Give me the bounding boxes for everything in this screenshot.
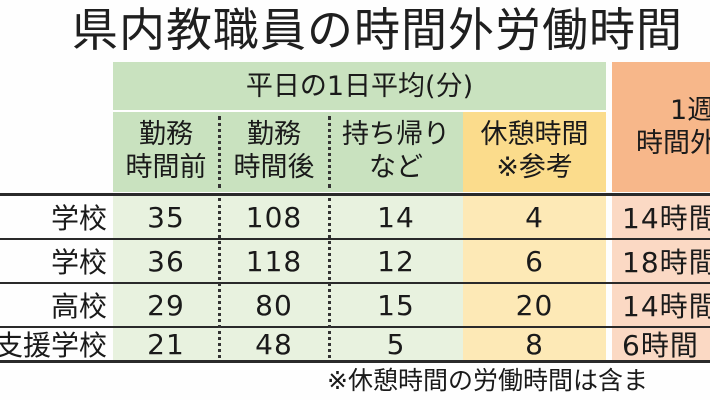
cell-weekly: 6時間 bbox=[612, 328, 710, 360]
header-col-before-line1: 勤務 bbox=[139, 119, 193, 150]
row-label: 支援学校 bbox=[0, 329, 107, 360]
cell-break: 8 bbox=[463, 328, 606, 360]
header-col-weekly-line1: 1週 bbox=[670, 95, 710, 126]
cell-weekly: 14時間 bbox=[612, 196, 710, 238]
row-label: 高校 bbox=[50, 290, 107, 323]
cell-after: 48 bbox=[219, 328, 329, 360]
header-col-after-line2: 時間後 bbox=[233, 152, 315, 183]
body-divider bbox=[218, 198, 221, 358]
header-col-break: 休憩時間 ※参考 bbox=[463, 110, 606, 192]
page-title: 県内教職員の時間外労働時間 bbox=[72, 3, 683, 57]
row-label: 学校 bbox=[50, 246, 107, 279]
header-col-after: 勤務 時間後 bbox=[219, 110, 329, 192]
cell-break: 6 bbox=[463, 240, 606, 282]
cell-after: 118 bbox=[219, 240, 329, 282]
header-divider bbox=[328, 116, 331, 188]
header-col-takehome-line1: 持ち帰り bbox=[342, 119, 450, 150]
header-col-takehome: 持ち帰り など bbox=[329, 110, 463, 192]
table-rule bbox=[0, 238, 710, 240]
table-rule bbox=[0, 360, 710, 363]
header-col-break-line1: 休憩時間 bbox=[480, 119, 589, 150]
cell-takehome: 12 bbox=[329, 240, 463, 282]
cell-before: 35 bbox=[113, 196, 219, 238]
cell-after: 108 bbox=[219, 196, 329, 238]
table-rule bbox=[113, 110, 606, 112]
header-col-break-line2: ※参考 bbox=[496, 152, 573, 183]
header-group-text: 平日の1日平均(分) bbox=[245, 70, 474, 102]
cell-before: 21 bbox=[113, 328, 219, 360]
header-col-after-line1: 勤務 bbox=[247, 119, 301, 150]
table-rule bbox=[0, 193, 710, 196]
header-col-takehome-line2: など bbox=[369, 152, 423, 183]
cell-before: 36 bbox=[113, 240, 219, 282]
header-col-before-line2: 時間前 bbox=[125, 152, 207, 183]
cell-weekly: 14時間 bbox=[612, 284, 710, 326]
header-col-weekly-line2: 時間外 bbox=[636, 128, 710, 159]
footnote: ※休憩時間の労働時間は含ま bbox=[327, 366, 648, 395]
cell-takehome: 15 bbox=[329, 284, 463, 326]
cell-before: 29 bbox=[113, 284, 219, 326]
cell-takehome: 14 bbox=[329, 196, 463, 238]
table-rule bbox=[0, 326, 710, 328]
cell-weekly: 18時間 bbox=[612, 240, 710, 282]
header-group-label: 平日の1日平均(分) bbox=[113, 62, 606, 110]
cell-break: 4 bbox=[463, 196, 606, 238]
table-rule bbox=[0, 282, 710, 284]
header-col-before: 勤務 時間前 bbox=[113, 110, 219, 192]
header-col-weekly: 1週 時間外 bbox=[612, 62, 710, 192]
cell-takehome: 5 bbox=[329, 328, 463, 360]
cell-break: 20 bbox=[463, 284, 606, 326]
cell-after: 80 bbox=[219, 284, 329, 326]
header-divider bbox=[218, 116, 221, 188]
row-label: 学校 bbox=[50, 202, 107, 235]
body-divider bbox=[328, 198, 331, 358]
